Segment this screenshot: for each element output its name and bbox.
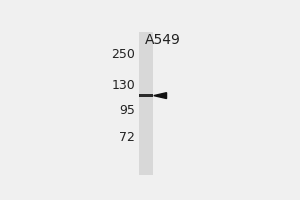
Text: 72: 72 bbox=[119, 131, 135, 144]
Text: 130: 130 bbox=[111, 79, 135, 92]
Text: 250: 250 bbox=[111, 48, 135, 61]
Bar bbox=[139, 32, 153, 175]
Text: 95: 95 bbox=[119, 104, 135, 117]
Text: A549: A549 bbox=[145, 33, 181, 47]
Polygon shape bbox=[154, 93, 167, 99]
Bar bbox=[139, 94, 153, 97]
